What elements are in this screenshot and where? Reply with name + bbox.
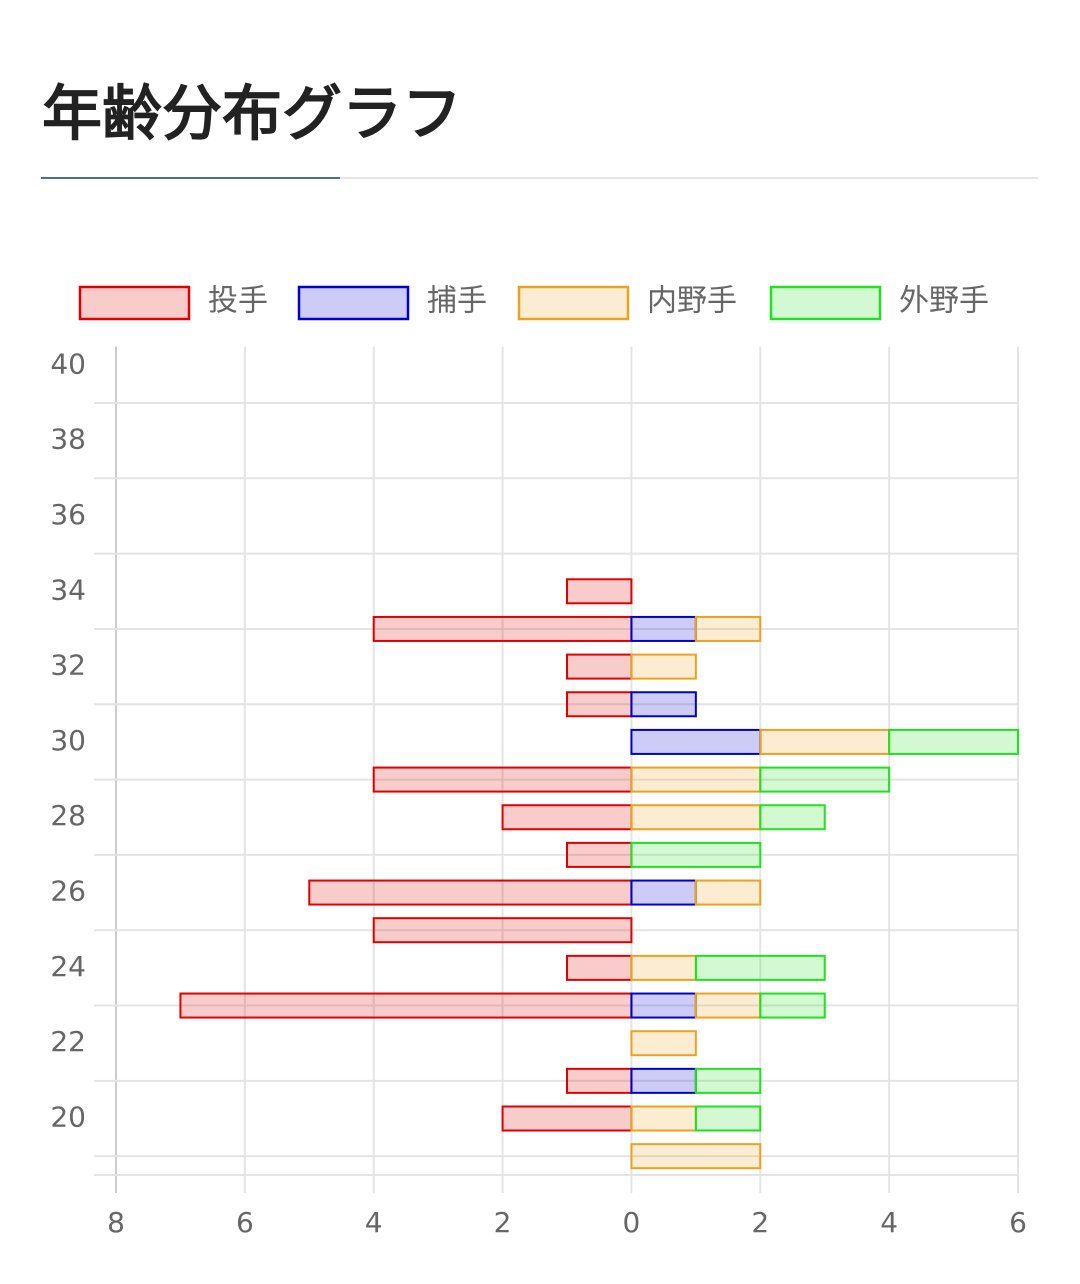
bar	[694, 879, 762, 906]
bar	[759, 728, 891, 755]
bar	[759, 804, 826, 831]
legend-swatch	[517, 285, 630, 321]
bar	[630, 653, 697, 680]
x-tick-label: 2	[751, 1206, 769, 1239]
y-tick-label: 34	[50, 573, 86, 606]
legend-swatch	[297, 285, 410, 321]
legend-swatch	[769, 285, 882, 321]
y-tick-label: 40	[50, 347, 86, 380]
bar	[566, 653, 633, 680]
bar	[694, 1067, 762, 1094]
y-tick-label: 26	[50, 875, 86, 908]
bar	[566, 691, 633, 718]
bar	[630, 1030, 697, 1057]
y-tick-label: 30	[50, 724, 86, 757]
bar	[372, 615, 633, 642]
legend-label: 内野手	[647, 284, 737, 319]
legend-label: 外野手	[899, 284, 989, 319]
x-tick-label: 8	[107, 1206, 125, 1239]
bar	[630, 992, 697, 1019]
bar	[179, 992, 633, 1019]
x-tick-label: 0	[623, 1206, 641, 1239]
y-tick-label: 32	[50, 649, 86, 682]
bar	[630, 728, 762, 755]
bar	[759, 992, 826, 1019]
bar	[694, 992, 762, 1019]
bar	[308, 879, 633, 906]
bar	[630, 1143, 762, 1170]
bar	[630, 804, 762, 831]
bar	[630, 879, 697, 906]
bar	[759, 766, 891, 793]
bar	[630, 766, 762, 793]
y-tick-label: 28	[50, 799, 86, 832]
legend-swatch	[78, 285, 191, 321]
y-tick-label: 38	[50, 423, 86, 456]
bar	[566, 1067, 633, 1094]
chart-title: 年齢分布グラフ	[42, 80, 462, 150]
bar	[566, 954, 633, 981]
bar	[566, 841, 633, 868]
bar	[630, 1067, 697, 1094]
x-tick-label: 4	[365, 1206, 383, 1239]
y-tick-label: 22	[50, 1025, 86, 1058]
bar	[630, 1105, 697, 1132]
bar	[501, 804, 633, 831]
bar	[630, 954, 697, 981]
bar	[694, 954, 826, 981]
bar	[630, 691, 697, 718]
bar	[694, 1105, 762, 1132]
legend-label: 捕手	[427, 284, 487, 319]
bar	[501, 1105, 633, 1132]
y-tick-label: 24	[50, 950, 86, 983]
x-tick-label: 6	[1009, 1206, 1027, 1239]
bar	[694, 615, 762, 642]
x-tick-label: 2	[494, 1206, 512, 1239]
bar	[888, 728, 1020, 755]
x-tick-label: 4	[880, 1206, 898, 1239]
bar	[630, 615, 697, 642]
bar	[372, 766, 633, 793]
y-tick-label: 20	[50, 1101, 86, 1134]
y-tick-label: 36	[50, 498, 86, 531]
x-tick-label: 6	[236, 1206, 254, 1239]
legend-label: 投手	[208, 284, 268, 319]
bar	[630, 841, 762, 868]
bar	[372, 917, 633, 944]
bar	[566, 578, 633, 605]
